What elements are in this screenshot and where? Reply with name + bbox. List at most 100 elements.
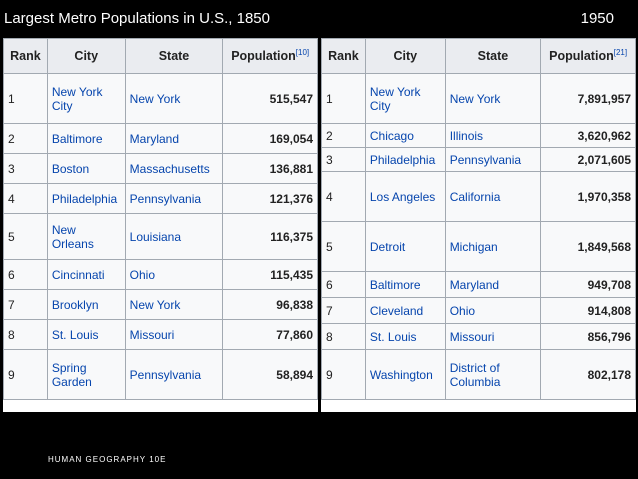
year-label: 1950 [580, 10, 614, 27]
population-cell: 58,894 [222, 349, 318, 400]
city-cell[interactable]: Washington [364, 349, 446, 400]
rank-cell: 9 [321, 349, 366, 400]
table-row: 2 Baltimore Maryland 169,054 [3, 123, 318, 154]
table-row: 5 New Orleans Louisiana 116,375 [3, 213, 318, 260]
table-row: 3 Philadelphia Pennsylvania 2,071,605 [321, 147, 636, 172]
city-cell[interactable]: Los Angeles [364, 171, 446, 222]
rank-cell: 2 [321, 123, 366, 148]
table-row: 7 Cleveland Ohio 914,808 [321, 297, 636, 324]
population-cell: 77,860 [222, 319, 318, 350]
state-cell[interactable]: Pennsylvania [124, 183, 224, 214]
title-bar: Largest Metro Populations in U.S., 1850 … [0, 0, 638, 38]
population-cell: 96,838 [222, 289, 318, 320]
table-row: 9 Spring Garden Pennsylvania 58,894 [3, 349, 318, 400]
footer-text: HUMAN GEOGRAPHY 10E [48, 455, 167, 464]
state-cell[interactable]: Michigan [444, 221, 542, 272]
population-cell: 802,178 [540, 349, 636, 400]
state-cell[interactable]: Massachusetts [124, 153, 224, 184]
state-cell[interactable]: Louisiana [124, 213, 224, 260]
column-header-state: State [444, 38, 542, 74]
table-row: 5 Detroit Michigan 1,849,568 [321, 221, 636, 272]
city-cell[interactable]: Brooklyn [46, 289, 126, 320]
rank-cell: 1 [321, 73, 366, 124]
rank-cell: 4 [321, 171, 366, 222]
rank-cell: 7 [3, 289, 48, 320]
population-cell: 7,891,957 [540, 73, 636, 124]
population-cell: 515,547 [222, 73, 318, 124]
population-table-1950: Rank City State Population[21] 1 New York… [321, 38, 636, 400]
city-cell[interactable]: Philadelphia [364, 147, 446, 172]
table-row: 8 St. Louis Missouri 856,796 [321, 323, 636, 350]
city-cell[interactable]: Cleveland [364, 297, 446, 324]
reference-link[interactable]: [21] [613, 48, 628, 58]
table-row: 1 New York City New York 7,891,957 [321, 73, 636, 124]
state-cell[interactable]: Maryland [124, 123, 224, 154]
page-title: Largest Metro Populations in U.S., 1850 [4, 10, 270, 27]
table-row: 3 Boston Massachusetts 136,881 [3, 153, 318, 184]
table-1850-panel: Rank City State Population[10] 1 New York… [3, 38, 318, 412]
city-cell[interactable]: Philadelphia [46, 183, 126, 214]
rank-cell: 5 [3, 213, 48, 260]
column-header-rank: Rank [321, 38, 366, 74]
state-cell[interactable]: Pennsylvania [124, 349, 224, 400]
city-cell[interactable]: Chicago [364, 123, 446, 148]
rank-cell: 1 [3, 73, 48, 124]
rank-cell: 6 [321, 271, 366, 298]
population-cell: 856,796 [540, 323, 636, 350]
population-cell: 169,054 [222, 123, 318, 154]
state-cell[interactable]: New York [444, 73, 542, 124]
column-header-population: Population[10] [222, 38, 318, 74]
city-cell[interactable]: Boston [46, 153, 126, 184]
column-header-population: Population[21] [540, 38, 636, 74]
population-cell: 121,376 [222, 183, 318, 214]
table-row: 2 Chicago Illinois 3,620,962 [321, 123, 636, 148]
state-cell[interactable]: New York [124, 289, 224, 320]
table-row: 9 Washington District of Columbia 802,178 [321, 349, 636, 400]
table-row: 8 St. Louis Missouri 77,860 [3, 319, 318, 350]
population-table-1850: Rank City State Population[10] 1 New York… [3, 38, 318, 400]
population-cell: 3,620,962 [540, 123, 636, 148]
state-cell[interactable]: Maryland [444, 271, 542, 298]
city-cell[interactable]: New Orleans [46, 213, 126, 260]
rank-cell: 2 [3, 123, 48, 154]
column-header-rank: Rank [3, 38, 48, 74]
rank-cell: 3 [321, 147, 366, 172]
state-cell[interactable]: District of Columbia [444, 349, 542, 400]
column-header-city: City [364, 38, 446, 74]
column-header-state: State [124, 38, 224, 74]
rank-cell: 3 [3, 153, 48, 184]
state-cell[interactable]: California [444, 171, 542, 222]
city-cell[interactable]: Spring Garden [46, 349, 126, 400]
column-header-city: City [46, 38, 126, 74]
population-cell: 1,849,568 [540, 221, 636, 272]
state-cell[interactable]: Pennsylvania [444, 147, 542, 172]
state-cell[interactable]: Illinois [444, 123, 542, 148]
state-cell[interactable]: New York [124, 73, 224, 124]
state-cell[interactable]: Ohio [124, 259, 224, 290]
population-cell: 914,808 [540, 297, 636, 324]
rank-cell: 4 [3, 183, 48, 214]
city-cell[interactable]: New York City [46, 73, 126, 124]
city-cell[interactable]: New York City [364, 73, 446, 124]
state-cell[interactable]: Ohio [444, 297, 542, 324]
footer-bar [0, 412, 638, 479]
rank-cell: 9 [3, 349, 48, 400]
state-cell[interactable]: Missouri [444, 323, 542, 350]
city-cell[interactable]: Baltimore [364, 271, 446, 298]
city-cell[interactable]: St. Louis [364, 323, 446, 350]
population-cell: 2,071,605 [540, 147, 636, 172]
city-cell[interactable]: Cincinnati [46, 259, 126, 290]
state-cell[interactable]: Missouri [124, 319, 224, 350]
city-cell[interactable]: St. Louis [46, 319, 126, 350]
rank-cell: 5 [321, 221, 366, 272]
table-row: 4 Philadelphia Pennsylvania 121,376 [3, 183, 318, 214]
table-row: 1 New York City New York 515,547 [3, 73, 318, 124]
reference-link[interactable]: [10] [295, 48, 310, 58]
rank-cell: 6 [3, 259, 48, 290]
city-cell[interactable]: Detroit [364, 221, 446, 272]
population-cell: 949,708 [540, 271, 636, 298]
rank-cell: 8 [3, 319, 48, 350]
city-cell[interactable]: Baltimore [46, 123, 126, 154]
rank-cell: 7 [321, 297, 366, 324]
population-cell: 116,375 [222, 213, 318, 260]
